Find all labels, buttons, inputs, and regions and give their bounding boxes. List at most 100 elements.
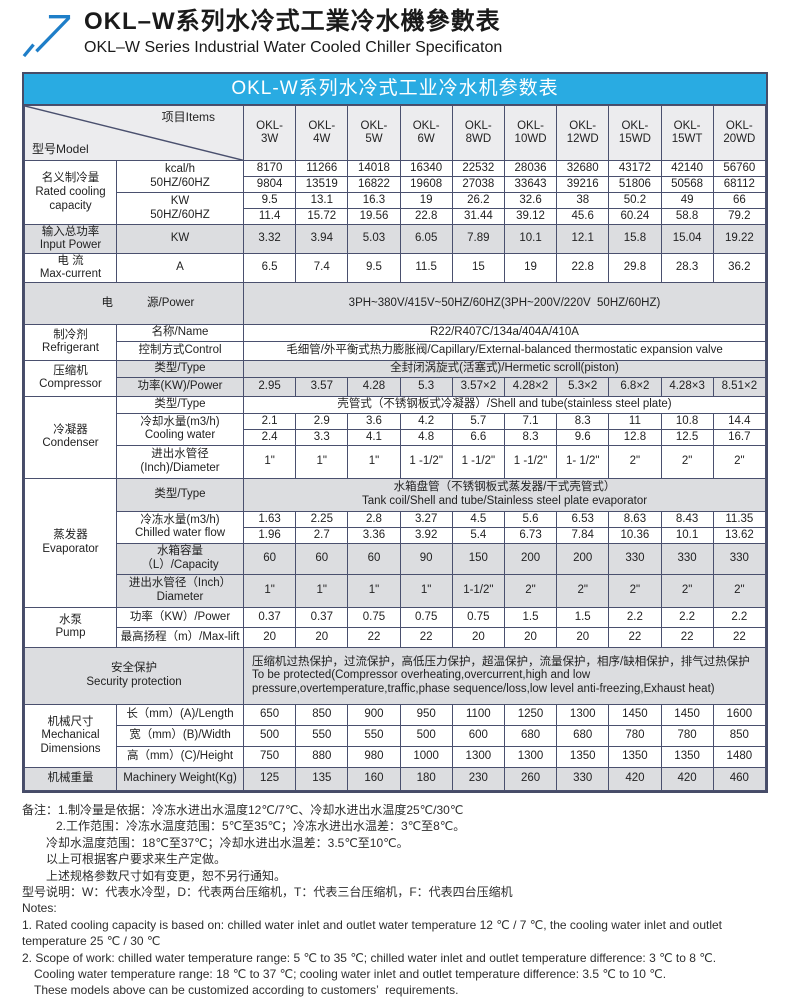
note-line: 备注：1.制冷量是依据：冷冻水进出水温度12℃/7℃、冷却水进出水温度25℃/3…	[22, 802, 464, 817]
spec-value-cell: 8.51×2	[712, 376, 767, 397]
row-compressor-power: 功率(KW)/Power 2.95 3.57 4.28 5.3 3.57×2 4.28×2…	[25, 376, 767, 397]
row-cooling-water-60hz: 2.4 3.3 4.1 4.8 6.6 8.3 9.6 12.8 12.5 16.7	[25, 428, 767, 446]
spec-value-cell: 135	[295, 766, 349, 791]
spec-value-cell: 29.8	[608, 253, 662, 284]
spec-value-cell: OKL- 8WD	[451, 104, 505, 162]
spec-value-cell: 1450	[608, 703, 662, 726]
spec-value-cell: 15.04	[660, 224, 714, 255]
spec-value-cell: 880	[295, 745, 349, 768]
row-max-current: 电 流 Max-current A 6.5 7.4 9.5 11.5 15 19 22.8 2…	[24, 253, 767, 284]
spec-value-cell: 22	[347, 626, 401, 648]
spec-value-cell: OKL- 20WD	[712, 104, 767, 162]
spec-value-cell: 3.57×2	[451, 376, 505, 397]
spec-value-cell: 460	[712, 766, 767, 791]
spec-value-cell: 7.89	[451, 224, 505, 255]
spec-value-cell: 6.53	[556, 510, 610, 528]
spec-value-cell: 2"	[556, 573, 610, 608]
model-header-row: 型号Model 项目Items OKL- 3W OKL- 4W OKL- 5W OKL…	[24, 104, 767, 162]
spec-value-cell: 330	[712, 542, 767, 575]
spec-value-cell: 1- 1/2"	[556, 444, 610, 479]
spec-value-cell: 125	[242, 766, 297, 791]
label-condenser: 冷凝器 Condenser	[24, 395, 117, 479]
value-security: 压缩机过热保护，过流保护，高低压力保护，超温保护，流量保护，相序/缺相保护，排气…	[243, 646, 766, 705]
spec-value-cell: 1.96	[242, 526, 297, 544]
spec-value-cell: 500	[242, 724, 297, 747]
spec-value-cell: 60	[242, 542, 297, 575]
spec-value-cell: 420	[660, 766, 714, 791]
spec-value-cell: 3.6	[347, 412, 401, 430]
row-refrigerant-name: 制冷剂 Refrigerant 名称/Name R22/R407C/134a/4…	[24, 323, 766, 361]
spec-value-cell: 39216	[556, 176, 610, 194]
spec-value-cell: 58.8	[660, 208, 714, 226]
spec-value-cell: 260	[503, 766, 558, 791]
spec-value-cell: 6.05	[399, 224, 453, 255]
spec-value-cell: 2"	[503, 573, 558, 608]
spec-value-cell: 15	[451, 253, 505, 284]
spec-value-cell: 20	[295, 626, 349, 648]
spec-value-cell: OKL- 6W	[399, 104, 453, 162]
label-compressor: 压缩机 Compressor	[24, 359, 117, 397]
spec-value-cell: 2.4	[242, 428, 297, 446]
spec-value-cell: 3.27	[399, 510, 453, 528]
spec-value-cell: 1450	[660, 703, 714, 726]
spec-value-cell: 180	[399, 766, 453, 791]
spec-value-cell: 60	[347, 542, 401, 575]
spec-value-cell: 10.1	[660, 526, 714, 544]
spec-value-cell: 850	[295, 703, 349, 726]
spec-value-cell: 330	[608, 542, 662, 575]
spec-value-cell: 1000	[399, 745, 453, 768]
row-kw-50hz: KW 50HZ/60HZ 9.5 13.1 16.3 19 26.2 32.6 38 50.2…	[25, 192, 767, 226]
document-header: OKL–W系列水冷式工業冷水機參數表 OKL–W Series Industri…	[22, 6, 768, 70]
spec-value-cell: 11.4	[242, 208, 297, 226]
label-evaporator-type: 类型/Type	[116, 477, 244, 512]
spec-value-cell: 9804	[242, 176, 297, 194]
spec-value-cell: 1 -1/2"	[399, 444, 453, 479]
spec-value-cell: 20	[503, 626, 558, 648]
value-evaporator-type: 水箱盘管（不锈钢板式蒸发器/干式壳管式） Tank coil/Shell and…	[243, 477, 766, 512]
label-pump-lift: 最高扬程（m）/Max-lift	[116, 626, 244, 648]
spec-value-cell: 2"	[712, 444, 767, 479]
spec-value-cell: 8.43	[660, 510, 714, 528]
spec-value-cell: 2.95	[242, 376, 297, 397]
spec-value-cell: 28.3	[660, 253, 714, 284]
spec-value-cell: OKL- 15WD	[608, 104, 662, 162]
spec-value-cell: 4.28	[347, 376, 401, 397]
note-line: These models above can be customized acc…	[34, 983, 459, 998]
spec-value-cell: 2.2	[660, 606, 714, 628]
spec-value-cell: 8.3	[503, 428, 558, 446]
spec-value-cell: 13519	[295, 176, 349, 194]
spec-value-cell: 6.5	[242, 253, 297, 284]
spec-value-cell: 15.8	[608, 224, 662, 255]
spec-value-cell: 10.1	[503, 224, 558, 255]
spec-value-cell: 3.32	[242, 224, 297, 255]
spec-value-cell: 4.2	[399, 412, 453, 430]
value-power-source: 3PH~380V/415V~50HZ/60HZ(3PH~200V/220V 50…	[243, 282, 766, 325]
spec-value-cell: 1"	[295, 573, 349, 608]
spec-value-cell: 11.5	[399, 253, 453, 284]
spec-value-cell: 3.92	[399, 526, 453, 544]
spec-value-cell: 1600	[712, 703, 767, 726]
row-chilled-flow-50hz: 冷冻水量(m3/h) Chilled water flow 1.63 2.25 2.…	[25, 510, 767, 544]
spec-value-cell: 11	[608, 412, 662, 430]
spec-value-cell: OKL- 12WD	[556, 104, 610, 162]
spec-value-cell: 2"	[608, 444, 662, 479]
spec-value-cell: 8.63	[608, 510, 662, 528]
table-banner: OKL-W系列水冷式工业冷水机参数表	[24, 74, 766, 105]
label-refrigerant-name: 名称/Name	[116, 323, 244, 342]
spec-value-cell: 5.3×2	[556, 376, 610, 397]
spec-value-cell: 60	[295, 542, 349, 575]
spec-value-cell: 50.2	[608, 192, 662, 210]
spec-value-cell: 2.2	[712, 606, 767, 628]
spec-value-cell: 19	[503, 253, 558, 284]
label-tank-capacity: 水箱容量（L）/Capacity	[116, 542, 244, 575]
label-refrigerant-control: 控制方式Control	[116, 340, 244, 361]
spec-value-cell: 12.8	[608, 428, 662, 446]
label-chilled-flow: 冷冻水量(m3/h) Chilled water flow	[116, 510, 244, 544]
spec-value-cell: 1300	[451, 745, 505, 768]
spec-value-cell: 4.28×3	[660, 376, 714, 397]
label-pump-power: 功率（KW）/Power	[116, 606, 244, 628]
spec-value-cell: 7.1	[503, 412, 558, 430]
spec-value-cell: 16.3	[347, 192, 401, 210]
spec-value-cell: 7.4	[295, 253, 349, 284]
spec-value-cell: 1"	[347, 444, 401, 479]
